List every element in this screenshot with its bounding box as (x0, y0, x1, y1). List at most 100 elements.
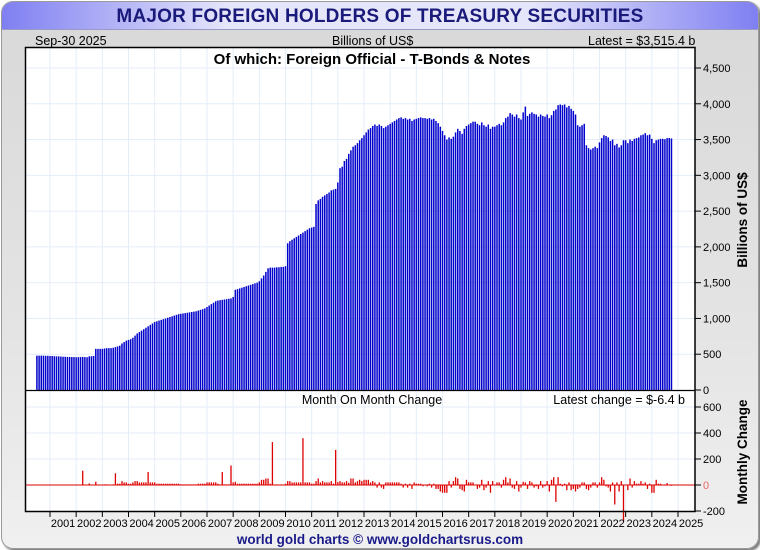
holdings-bar (297, 235, 300, 390)
holdings-bar (57, 356, 60, 390)
holdings-bar (371, 125, 374, 391)
holdings-bar (265, 271, 267, 390)
x-tick-label: 2025 (679, 518, 703, 530)
holdings-bar (147, 326, 149, 390)
latest-value-label: Latest = $3,515.4 b (588, 34, 696, 48)
y-tick-label: 3,000 (703, 170, 731, 182)
holdings-bar (212, 302, 215, 390)
holdings-bar (393, 120, 396, 390)
holdings-bar (664, 139, 666, 390)
holdings-bar (391, 122, 394, 390)
holdings-bar (467, 124, 470, 390)
holdings-bar (507, 116, 509, 390)
holdings-bar (454, 132, 457, 390)
holdings-bar (653, 143, 655, 390)
holdings-bar (457, 128, 459, 390)
y-tick-label: 3,500 (703, 135, 731, 147)
holdings-bar (622, 140, 625, 390)
holdings-bar (350, 150, 352, 390)
holdings-bar (313, 226, 315, 390)
holdings-bar (535, 114, 538, 390)
holdings-bar (422, 118, 424, 390)
holdings-bar (199, 309, 202, 390)
x-tick-label: 2021 (574, 518, 598, 530)
holdings-bar (119, 345, 121, 390)
holdings-bar (206, 307, 208, 390)
x-tick-label: 2019 (522, 518, 546, 530)
holdings-bar (574, 114, 577, 390)
holdings-bar (441, 130, 444, 390)
holdings-bar (452, 136, 455, 390)
units-label: Billions of US$ (332, 34, 414, 48)
holdings-bar (448, 137, 450, 390)
holdings-bar (435, 120, 437, 390)
holdings-bar (221, 299, 224, 390)
holdings-bar (659, 138, 662, 390)
x-tick-label: 2002 (77, 518, 101, 530)
upper-chart-title: Of which: Foreign Official - T-Bonds & N… (214, 51, 531, 68)
holdings-bar (347, 153, 350, 390)
holdings-bar (302, 232, 304, 390)
holdings-bar (169, 317, 171, 390)
holdings-bar (579, 126, 581, 391)
holdings-bar (666, 138, 668, 390)
holdings-bar (116, 346, 119, 390)
holdings-bar (143, 329, 145, 390)
holdings-bar (232, 296, 234, 390)
holdings-bar (319, 198, 322, 390)
holdings-bar (238, 288, 241, 390)
x-tick-label: 2020 (548, 518, 572, 530)
holdings-bar (616, 143, 618, 390)
footer-credit: world gold charts © www.goldchartsrus.co… (236, 532, 524, 547)
holdings-bar (474, 121, 476, 391)
x-tick-label: 2006 (182, 518, 206, 530)
holdings-bar (465, 125, 468, 391)
holdings-bar (509, 113, 511, 390)
y-tick-label: 4,500 (703, 63, 731, 75)
x-tick-label: 2014 (391, 518, 415, 530)
holdings-bar (123, 342, 125, 390)
x-tick-label: 2009 (260, 518, 284, 530)
x-tick-label: 2017 (470, 518, 494, 530)
holdings-bar (651, 138, 653, 390)
x-tick-label: 2024 (653, 518, 677, 530)
holdings-bar (73, 357, 75, 390)
holdings-bar (99, 348, 101, 390)
holdings-bar (378, 124, 381, 390)
holdings-bar (607, 137, 609, 390)
holdings-bar (177, 314, 180, 390)
holdings-bar (642, 134, 644, 390)
holdings-bar (459, 130, 461, 390)
holdings-bar (162, 319, 165, 390)
holdings-bar (160, 319, 162, 390)
x-tick-label: 2015 (417, 518, 441, 530)
holdings-bar (655, 140, 657, 390)
holdings-bar (304, 231, 306, 390)
holdings-bar (404, 118, 407, 390)
holdings-bar (293, 238, 295, 390)
holdings-bar (36, 355, 38, 390)
holdings-bar (153, 322, 156, 390)
holdings-bar (225, 299, 228, 390)
holdings-bar (437, 123, 439, 390)
holdings-bar (624, 140, 627, 390)
holdings-bar (252, 284, 254, 390)
holdings-bar (385, 126, 387, 391)
holdings-bar (217, 300, 219, 390)
holdings-bar (112, 347, 114, 390)
holdings-bar (478, 125, 481, 391)
holdings-bar (638, 137, 640, 390)
holdings-bar (470, 123, 472, 390)
holdings-bar (210, 304, 213, 390)
holdings-bar (132, 337, 134, 390)
holdings-bar (249, 284, 252, 390)
holdings-bar (284, 266, 287, 390)
holdings-bar (68, 356, 71, 390)
holdings-bar (524, 106, 527, 390)
holdings-bar (566, 107, 568, 391)
holdings-bar (596, 148, 599, 390)
holdings-bar (598, 142, 601, 390)
holdings-bar (463, 128, 466, 390)
holdings-bar (53, 356, 56, 390)
holdings-bar (576, 125, 579, 391)
